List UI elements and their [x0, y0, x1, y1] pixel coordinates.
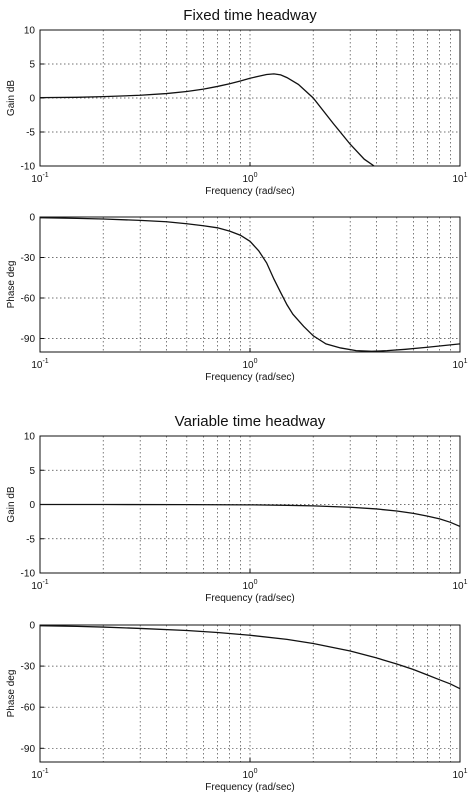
- x-tick-label: 101: [452, 358, 467, 371]
- x-tick-label: 10-1: [31, 172, 48, 185]
- plot-frame: [39, 29, 461, 167]
- y-axis-label: Phase deg: [6, 670, 17, 718]
- bode-panel-4: 0 -30 -60 -90 10-1 100 101 Frequency (rad/sec) P…: [6, 621, 468, 794]
- x-tick-label: 10-1: [31, 768, 48, 781]
- y-tick-label: -60: [21, 294, 36, 305]
- y-axis-label: Gain dB: [6, 486, 17, 522]
- y-tick-label: 0: [29, 621, 35, 632]
- y-tick-label: -5: [26, 534, 35, 545]
- y-tick-label: 0: [29, 94, 35, 105]
- chart-title: Fixed time headway: [183, 7, 317, 24]
- x-axis-label: Frequency (rad/sec): [205, 372, 294, 383]
- x-axis-label: Frequency (rad/sec): [205, 186, 294, 197]
- response-curve: [40, 625, 460, 690]
- x-tick-label: 100: [242, 172, 257, 185]
- y-tick-label: 10: [24, 432, 36, 443]
- x-tick-label: 10-1: [31, 579, 48, 592]
- y-tick-label: -90: [21, 744, 36, 755]
- response-curve: [40, 217, 460, 352]
- x-tick-label: 101: [452, 768, 467, 781]
- x-tick-label: 100: [242, 579, 257, 592]
- y-tick-label: 5: [29, 60, 35, 71]
- y-tick-label: -30: [21, 662, 36, 673]
- y-tick-label: -10: [21, 162, 36, 173]
- x-tick-label: 100: [242, 358, 257, 371]
- y-axis-label: Phase deg: [6, 261, 17, 309]
- y-tick-label: 0: [29, 500, 35, 511]
- x-axis-label: Frequency (rad/sec): [205, 593, 294, 604]
- plot-frame: [39, 216, 461, 353]
- chart-title: Variable time headway: [175, 413, 326, 430]
- x-tick-label: 100: [242, 768, 257, 781]
- bode-panel-2: 0 -30 -60 -90 10-1 100 101 Frequency (rad/sec) P…: [6, 213, 468, 384]
- y-tick-label: -60: [21, 703, 36, 714]
- response-curve: [40, 503, 460, 528]
- x-axis-label: Frequency (rad/sec): [205, 782, 294, 793]
- y-tick-label: -5: [26, 128, 35, 139]
- y-tick-label: 5: [29, 466, 35, 477]
- x-tick-label: 10-1: [31, 358, 48, 371]
- y-axis-label: Gain dB: [6, 80, 17, 116]
- x-tick-label: 101: [452, 579, 467, 592]
- y-tick-label: -10: [21, 569, 36, 580]
- y-tick-label: -90: [21, 334, 36, 345]
- response-curve: [40, 73, 375, 166]
- plot-frame: [39, 624, 461, 763]
- y-tick-label: 0: [29, 213, 35, 224]
- y-tick-label: -30: [21, 253, 36, 264]
- y-tick-label: 10: [24, 26, 36, 37]
- x-tick-label: 101: [452, 172, 467, 185]
